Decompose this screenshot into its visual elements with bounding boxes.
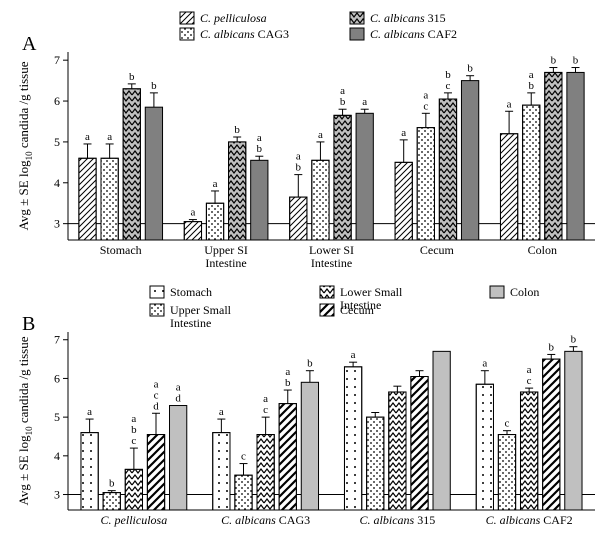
svg-text:3: 3	[54, 488, 60, 502]
svg-text:Intestine: Intestine	[170, 316, 211, 330]
svg-text:c: c	[131, 435, 136, 447]
svg-text:b: b	[151, 80, 157, 92]
svg-text:d: d	[153, 400, 159, 412]
svg-text:Intestine: Intestine	[311, 256, 352, 270]
svg-text:a: a	[263, 393, 268, 405]
svg-text:6: 6	[54, 94, 60, 108]
svg-text:C. pelliculosa: C. pelliculosa	[101, 513, 168, 527]
bar	[567, 72, 584, 240]
svg-text:b: b	[131, 424, 137, 436]
svg-text:5: 5	[54, 410, 60, 424]
svg-text:b: b	[340, 96, 346, 108]
svg-text:Cecum: Cecum	[340, 303, 375, 317]
svg-text:C. albicans CAF2: C. albicans CAF2	[486, 513, 573, 527]
svg-text:Upper SI: Upper SI	[204, 243, 248, 257]
svg-text:C. albicans 315: C. albicans 315	[370, 11, 446, 25]
svg-text:Stomach: Stomach	[170, 285, 212, 299]
bar	[170, 406, 187, 510]
svg-text:c: c	[263, 404, 268, 416]
svg-text:6: 6	[54, 371, 60, 385]
svg-text:c: c	[446, 80, 451, 92]
svg-text:b: b	[109, 478, 115, 490]
svg-text:b: b	[285, 377, 291, 389]
svg-text:Upper Small: Upper Small	[170, 303, 232, 317]
svg-text:a: a	[527, 364, 532, 376]
svg-text:b: b	[551, 55, 557, 67]
svg-text:b: b	[445, 69, 451, 81]
svg-text:c: c	[527, 375, 532, 387]
svg-text:a: a	[423, 89, 428, 101]
svg-text:7: 7	[54, 333, 60, 347]
svg-text:a: a	[340, 85, 345, 97]
svg-text:a: a	[154, 378, 159, 390]
svg-text:Stomach: Stomach	[100, 243, 142, 257]
svg-text:a: a	[213, 178, 218, 190]
bar	[301, 382, 318, 510]
svg-text:a: a	[285, 366, 290, 378]
svg-text:c: c	[423, 100, 428, 112]
figure-svg: A 3 4 5 6 7 Avg ± SE log10 candida /g tissue a a…	[0, 0, 615, 543]
svg-text:a: a	[176, 382, 181, 394]
svg-text:b: b	[234, 124, 240, 136]
svg-text:c: c	[241, 451, 246, 463]
svg-text:a: a	[219, 406, 224, 418]
svg-text:C. pelliculosa: C. pelliculosa	[200, 11, 267, 25]
svg-text:b: b	[528, 80, 534, 92]
svg-text:Colon: Colon	[528, 243, 557, 257]
svg-text:C. albicans CAG3: C. albicans CAG3	[200, 27, 289, 41]
svg-text:Cecum: Cecum	[420, 243, 455, 257]
svg-text:5: 5	[54, 135, 60, 149]
bar	[461, 81, 478, 240]
svg-text:b: b	[573, 55, 579, 67]
svg-text:a: a	[507, 98, 512, 110]
svg-text:Intestine: Intestine	[205, 256, 246, 270]
svg-text:b: b	[307, 358, 313, 370]
svg-text:a: a	[362, 96, 367, 108]
svg-text:b: b	[296, 162, 302, 174]
bar	[251, 160, 268, 240]
svg-text:a: a	[318, 129, 323, 141]
svg-text:d: d	[175, 393, 181, 405]
svg-text:a: a	[401, 127, 406, 139]
svg-text:b: b	[129, 71, 135, 83]
svg-text:Colon: Colon	[510, 285, 539, 299]
svg-text:a: a	[482, 358, 487, 370]
bar	[145, 107, 162, 240]
svg-text:b: b	[549, 341, 555, 353]
svg-text:4: 4	[54, 449, 60, 463]
svg-text:c: c	[154, 389, 159, 401]
svg-text:C. albicans 315: C. albicans 315	[360, 513, 436, 527]
svg-text:C. albicans CAG3: C. albicans CAG3	[221, 513, 310, 527]
svg-text:a: a	[190, 207, 195, 219]
svg-text:3: 3	[54, 217, 60, 231]
svg-text:B: B	[22, 313, 35, 335]
svg-text:b: b	[257, 143, 263, 155]
svg-text:c: c	[505, 418, 510, 430]
svg-text:a: a	[257, 132, 262, 144]
svg-text:a: a	[131, 413, 136, 425]
svg-text:Lower Small: Lower Small	[340, 285, 403, 299]
svg-text:Avg ± SE log10 candida /g tiss: Avg ± SE log10 candida /g tissue	[16, 336, 34, 505]
bar	[433, 351, 450, 510]
svg-text:b: b	[467, 63, 473, 75]
bar	[565, 351, 582, 510]
svg-text:A: A	[22, 33, 37, 55]
svg-text:Lower SI: Lower SI	[309, 243, 354, 257]
svg-text:a: a	[85, 131, 90, 143]
svg-text:C. albicans CAF2: C. albicans CAF2	[370, 27, 457, 41]
svg-text:a: a	[529, 69, 534, 81]
svg-text:a: a	[87, 406, 92, 418]
bar	[356, 113, 373, 240]
svg-text:4: 4	[54, 176, 60, 190]
svg-text:a: a	[296, 151, 301, 163]
svg-text:b: b	[571, 334, 577, 346]
svg-text:Avg ± SE log10 candida /g tiss: Avg ± SE log10 candida /g tissue	[16, 61, 34, 230]
svg-text:a: a	[351, 349, 356, 361]
svg-text:7: 7	[54, 53, 60, 67]
svg-text:a: a	[107, 131, 112, 143]
